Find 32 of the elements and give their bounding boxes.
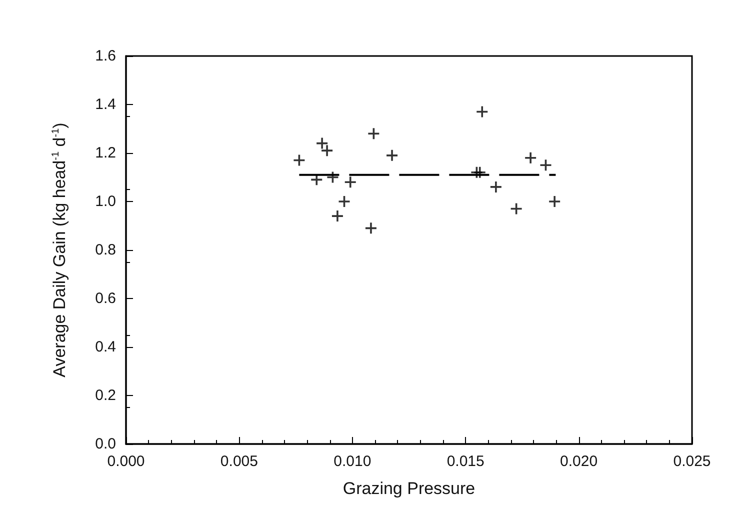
y-tick-label: 1.2 [95,144,116,162]
point [490,180,502,194]
point [476,105,489,118]
point [367,127,380,140]
point [344,176,357,188]
y-tick-label: 1.0 [95,193,116,210]
x-tick-label: 0.020 [560,453,598,470]
y-tick-label: 1.4 [95,96,116,113]
x-tick-label: 0.000 [107,453,145,470]
y-tick-label: 0.2 [95,387,116,404]
x-tick-label: 0.025 [673,453,711,470]
y-tick-label: 0.8 [95,242,116,258]
point [364,222,378,235]
point [326,170,340,184]
point [386,149,398,162]
x-tick-label: 0.005 [220,453,258,470]
point [292,154,306,167]
x-axis-title: Grazing Pressure [342,479,476,498]
y-axis-title: Average Daily Gain (kg head-1 d-1) [50,122,69,378]
x-tick-label: 0.015 [446,453,484,470]
point [539,158,552,172]
point [548,195,561,208]
point [338,195,351,208]
y-tick-label: 0.6 [95,290,116,307]
point [510,202,523,216]
y-tick-label: 0.0 [95,436,116,452]
point [524,151,537,164]
y-tick-label: 0.4 [95,338,116,356]
y-tick-label: 1.6 [95,48,116,64]
point [473,166,486,179]
x-tick-label: 0.010 [334,453,372,470]
point [331,210,344,222]
